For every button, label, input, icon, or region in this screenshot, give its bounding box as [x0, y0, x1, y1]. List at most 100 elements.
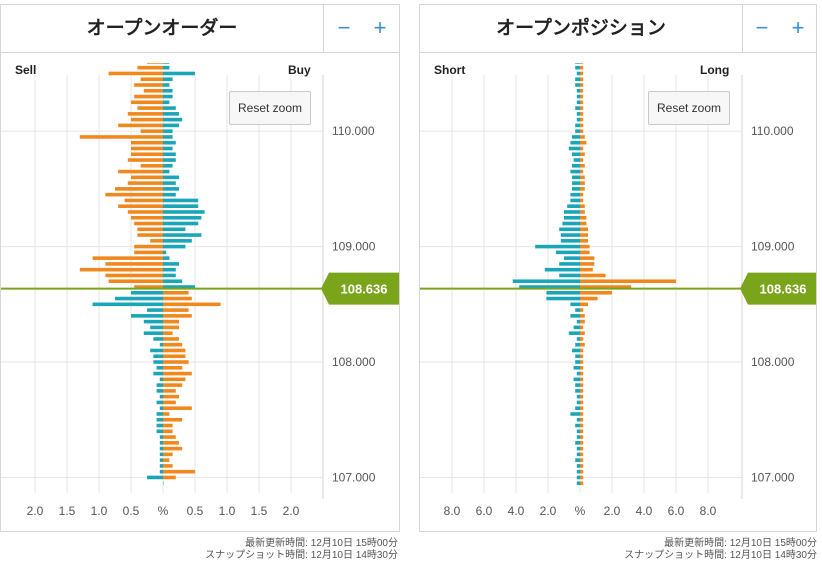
bar-orange: [163, 342, 183, 347]
long-label: Long: [700, 63, 730, 77]
bar-teal: [575, 354, 580, 359]
bar-orange: [163, 319, 179, 324]
bar-teal: [163, 250, 167, 255]
bar-orange: [140, 77, 163, 82]
bar-orange: [137, 233, 163, 237]
bar-orange: [163, 383, 183, 387]
reset-zoom-button[interactable]: Reset zoom: [229, 91, 311, 125]
bar-orange: [134, 285, 163, 289]
bar-orange: [580, 290, 612, 295]
reset-zoom-button[interactable]: Reset zoom: [648, 91, 730, 125]
bar-orange: [580, 112, 584, 116]
bar-teal: [572, 348, 580, 353]
zoom-out-button[interactable]: −: [755, 15, 769, 40]
open-positions-chart[interactable]: 8.0 6.0 4.0 2.0% 2.0 4.0 6.0 8.0 110.000 109.000 1…: [420, 63, 816, 533]
bar-orange: [580, 383, 584, 387]
bar-orange: [580, 129, 584, 133]
bar-teal: [575, 342, 580, 347]
zoom-out-button[interactable]: −: [337, 15, 351, 40]
bar-orange: [92, 256, 163, 260]
bar-teal: [576, 464, 580, 468]
bar-orange: [163, 296, 192, 301]
bar-orange: [163, 435, 176, 439]
bar-orange: [163, 469, 195, 474]
bar-orange: [580, 423, 584, 428]
bar-orange: [163, 423, 173, 428]
bar-teal: [115, 296, 163, 301]
bar-orange: [580, 233, 588, 237]
y-tick-label: 107.000: [751, 470, 795, 484]
y-tick-label: 109.000: [751, 240, 795, 254]
bar-orange: [163, 441, 179, 445]
bar-orange: [580, 83, 584, 87]
price-badge-shape: [740, 272, 816, 305]
bar-orange: [580, 239, 588, 243]
bar-orange: [580, 389, 584, 393]
bar-orange: [580, 417, 584, 422]
bar-teal: [546, 296, 580, 301]
bar-orange: [163, 406, 192, 410]
bar-teal: [568, 146, 580, 151]
bar-teal: [575, 383, 580, 387]
bar-teal: [159, 435, 163, 439]
current-price-label: 108.636: [760, 282, 807, 297]
bar-teal: [156, 383, 163, 387]
bar-orange: [580, 475, 584, 480]
open-positions-zoom-controls: − +: [742, 5, 817, 52]
bar-teal: [163, 63, 170, 64]
bar-orange: [580, 366, 584, 370]
bar-teal: [576, 475, 580, 480]
bar-orange: [163, 302, 221, 307]
bar-teal: [163, 65, 170, 70]
bar-teal: [575, 406, 580, 410]
short-label: Short: [434, 63, 466, 77]
bar-orange: [580, 106, 584, 110]
current-price-badge: 108.636: [321, 272, 399, 305]
bar-teal: [163, 129, 173, 133]
bar-teal: [143, 331, 163, 335]
bar-teal: [572, 175, 580, 180]
bar-orange: [580, 210, 585, 214]
bar-teal: [559, 227, 580, 232]
x-tick-label: 1.0: [91, 504, 108, 518]
zoom-in-button[interactable]: +: [791, 15, 805, 40]
bar-teal: [163, 227, 186, 232]
bar-orange: [580, 256, 595, 260]
bar-teal: [163, 106, 176, 110]
x-tick-label: 4.0: [636, 504, 653, 518]
bar-orange: [580, 221, 587, 226]
bar-teal: [156, 400, 163, 405]
bar-orange: [163, 308, 189, 312]
bar-orange: [580, 65, 584, 70]
bar-orange: [580, 175, 585, 180]
open-orders-chart[interactable]: 2.0 1.5 1.0 0.5% 0.5 1.0 1.5 2.0 110.000 109.000 1…: [1, 63, 399, 533]
bar-orange: [580, 169, 584, 174]
bar-teal: [560, 239, 580, 243]
x-tick-label: %: [575, 504, 586, 518]
bar-teal: [559, 262, 580, 266]
y-tick-label: 107.000: [332, 470, 376, 484]
bar-teal: [163, 192, 176, 197]
bar-orange: [580, 302, 588, 307]
bar-teal: [159, 469, 163, 474]
open-orders-footer: 最新更新時間: 12月10日 15時00分 スナップショット時間: 12月10日…: [200, 538, 398, 562]
bar-orange: [580, 140, 587, 145]
bar-orange: [137, 65, 163, 70]
bar-orange: [580, 187, 585, 191]
bar-orange: [131, 117, 163, 122]
snapshot-time: スナップショット時間: 12月10日 14時30分: [624, 550, 817, 561]
bar-teal: [163, 262, 179, 266]
bar-orange: [580, 412, 584, 416]
x-tick-label: 0.5: [123, 504, 140, 518]
bar-orange: [163, 331, 173, 335]
bar-orange: [580, 360, 584, 364]
x-tick-label: 0.5: [187, 504, 204, 518]
bar-teal: [163, 169, 170, 174]
bar-teal: [544, 267, 580, 272]
zoom-in-button[interactable]: +: [373, 15, 387, 40]
bar-orange: [580, 63, 584, 64]
bar-orange: [580, 244, 590, 249]
bar-orange: [580, 464, 584, 468]
bar-teal: [159, 452, 163, 457]
bar-orange: [163, 290, 189, 295]
